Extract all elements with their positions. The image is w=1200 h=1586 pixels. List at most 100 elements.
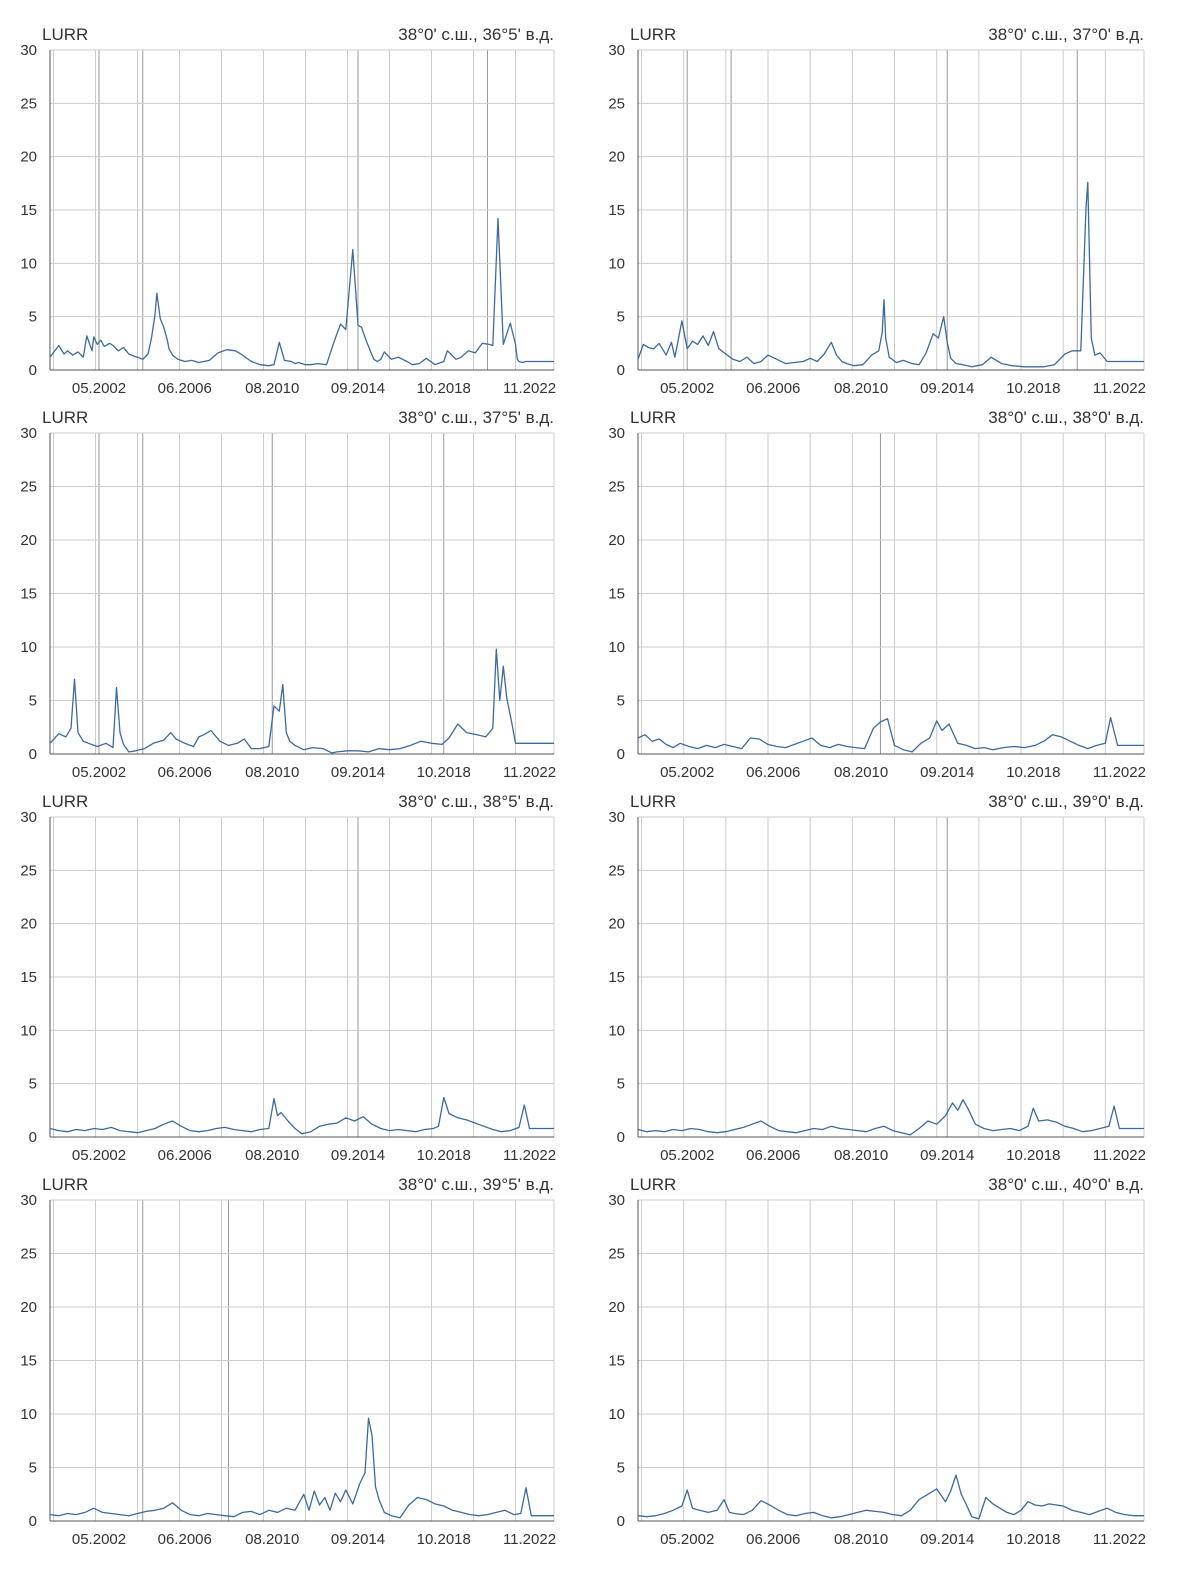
x-tick-label: 09.2014 bbox=[331, 1147, 385, 1164]
x-tick-label: 05.2002 bbox=[660, 1531, 714, 1548]
x-tick-label: 06.2006 bbox=[746, 1531, 800, 1548]
y-axis-label: LURR bbox=[42, 25, 88, 44]
lurr-series-line bbox=[49, 1096, 554, 1135]
y-tick-label: 15 bbox=[20, 1353, 37, 1370]
y-axis-label: LURR bbox=[630, 792, 676, 811]
y-tick-label: 30 bbox=[608, 809, 625, 826]
y-tick-label: 5 bbox=[29, 693, 37, 710]
x-tick-label: 10.2018 bbox=[417, 764, 471, 781]
y-tick-label: 5 bbox=[617, 693, 625, 710]
y-tick-label: 30 bbox=[608, 42, 625, 59]
y-tick-label: 30 bbox=[20, 42, 37, 59]
chart-title: 38°0' с.ш., 39°5' в.д. bbox=[398, 1175, 554, 1194]
horizontal-gridlines bbox=[638, 49, 1144, 371]
y-tick-label: 15 bbox=[20, 969, 37, 986]
chart-panel-1: 0 5 10 15 20 25 30 05.2002 06.2006 08.2010 09.2014… bbox=[20, 25, 556, 397]
x-tick-label: 11.2022 bbox=[1093, 1147, 1146, 1164]
chart-panel-3: 0 5 10 15 20 25 30 05.2002 06.2006 08.2010 09.2014… bbox=[20, 408, 556, 781]
y-tick-label: 25 bbox=[608, 479, 625, 496]
x-tick-label: 08.2010 bbox=[245, 1147, 299, 1164]
x-tick-label: 11.2022 bbox=[1093, 764, 1146, 781]
y-tick-label: 10 bbox=[20, 639, 37, 656]
y-tick-label: 25 bbox=[20, 95, 37, 112]
y-tick-label: 15 bbox=[608, 1353, 625, 1370]
x-tick-label: 10.2018 bbox=[1006, 380, 1060, 397]
x-tick-label: 05.2002 bbox=[660, 1147, 714, 1164]
y-tick-label: 20 bbox=[608, 1299, 625, 1316]
y-tick-label: 0 bbox=[29, 1513, 37, 1530]
x-tick-label: 09.2014 bbox=[331, 1531, 385, 1548]
y-tick-label: 25 bbox=[608, 1246, 625, 1263]
y-tick-label: 10 bbox=[608, 1022, 625, 1039]
x-tick-label: 08.2010 bbox=[245, 380, 299, 397]
lurr-series-line bbox=[637, 1099, 1144, 1136]
x-tick-label: 10.2018 bbox=[417, 380, 471, 397]
lurr-series-line bbox=[637, 181, 1144, 368]
chart-title: 38°0' с.ш., 39°0' в.д. bbox=[988, 792, 1144, 811]
x-tick-label: 06.2006 bbox=[746, 380, 800, 397]
y-tick-label: 0 bbox=[617, 1513, 625, 1530]
y-tick-label: 20 bbox=[20, 916, 37, 933]
x-tick-label: 11.2022 bbox=[1093, 1531, 1146, 1548]
x-tick-label: 10.2018 bbox=[417, 1531, 471, 1548]
y-tick-label: 5 bbox=[617, 309, 625, 326]
x-tick-label: 11.2022 bbox=[503, 764, 556, 781]
y-tick-label: 0 bbox=[617, 746, 625, 763]
y-tick-label: 10 bbox=[20, 1406, 37, 1423]
x-tick-label: 11.2022 bbox=[503, 1531, 556, 1548]
x-tick-label: 05.2002 bbox=[72, 1531, 126, 1548]
x-tick-label: 06.2006 bbox=[158, 1147, 212, 1164]
x-tick-label: 05.2002 bbox=[72, 764, 126, 781]
chart-panel-8: 0 5 10 15 20 25 30 05.2002 06.2006 08.2010 09.2014… bbox=[608, 1175, 1146, 1548]
chart-title: 38°0' с.ш., 38°0' в.д. bbox=[988, 408, 1144, 427]
y-tick-label: 25 bbox=[608, 95, 625, 112]
y-tick-label: 30 bbox=[20, 809, 37, 826]
x-tick-label: 11.2022 bbox=[503, 380, 556, 397]
y-tick-label: 5 bbox=[617, 1076, 625, 1093]
horizontal-gridlines bbox=[50, 1199, 554, 1522]
y-tick-label: 30 bbox=[20, 425, 37, 442]
x-tick-label: 08.2010 bbox=[245, 1531, 299, 1548]
y-tick-label: 15 bbox=[608, 586, 625, 603]
horizontal-gridlines bbox=[50, 49, 554, 371]
y-tick-label: 25 bbox=[20, 862, 37, 879]
y-tick-label: 15 bbox=[20, 202, 37, 219]
horizontal-gridlines bbox=[50, 432, 554, 755]
x-tick-label: 08.2010 bbox=[834, 764, 888, 781]
y-tick-label: 5 bbox=[29, 309, 37, 326]
y-tick-label: 30 bbox=[608, 1192, 625, 1209]
y-tick-label: 10 bbox=[608, 1406, 625, 1423]
chart-title: 38°0' с.ш., 38°5' в.д. bbox=[398, 792, 554, 811]
x-tick-label: 10.2018 bbox=[1006, 1147, 1060, 1164]
horizontal-gridlines bbox=[638, 432, 1144, 755]
y-tick-label: 20 bbox=[20, 1299, 37, 1316]
x-tick-label: 11.2022 bbox=[503, 1147, 556, 1164]
y-tick-label: 15 bbox=[20, 586, 37, 603]
x-tick-label: 10.2018 bbox=[1006, 764, 1060, 781]
chart-title: 38°0' с.ш., 36°5' в.д. bbox=[398, 25, 554, 44]
x-tick-label: 06.2006 bbox=[746, 764, 800, 781]
y-axis-label: LURR bbox=[630, 25, 676, 44]
y-tick-label: 5 bbox=[617, 1460, 625, 1477]
x-tick-label: 09.2014 bbox=[331, 380, 385, 397]
chart-panel-7: 0 5 10 15 20 25 30 05.2002 06.2006 08.2010 09.2014… bbox=[20, 1175, 556, 1548]
y-tick-label: 10 bbox=[20, 255, 37, 272]
y-axis-label: LURR bbox=[630, 408, 676, 427]
y-axis-label: LURR bbox=[42, 1175, 88, 1194]
x-tick-label: 10.2018 bbox=[417, 1147, 471, 1164]
y-axis-label: LURR bbox=[42, 792, 88, 811]
y-axis-label: LURR bbox=[630, 1175, 676, 1194]
y-tick-label: 0 bbox=[617, 1129, 625, 1146]
horizontal-gridlines bbox=[638, 816, 1144, 1138]
lurr-series-line bbox=[637, 716, 1144, 753]
y-tick-label: 0 bbox=[29, 362, 37, 379]
y-tick-label: 20 bbox=[20, 532, 37, 549]
chart-panel-6: 0 5 10 15 20 25 30 05.2002 06.2006 08.2010 09.2014… bbox=[608, 792, 1146, 1164]
x-tick-label: 05.2002 bbox=[660, 380, 714, 397]
y-tick-label: 15 bbox=[608, 969, 625, 986]
chart-title: 38°0' с.ш., 37°0' в.д. bbox=[988, 25, 1144, 44]
chart-title: 38°0' с.ш., 37°5' в.д. bbox=[398, 408, 554, 427]
y-tick-label: 5 bbox=[29, 1076, 37, 1093]
x-tick-label: 06.2006 bbox=[158, 380, 212, 397]
